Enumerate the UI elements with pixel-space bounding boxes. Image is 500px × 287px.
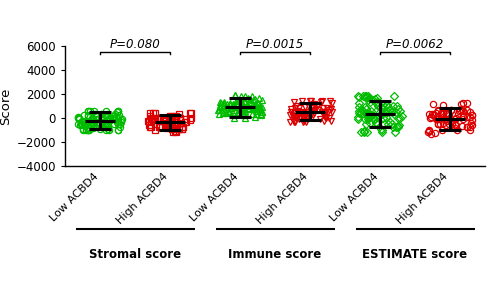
Text: Stromal score: Stromal score [89, 249, 181, 261]
Text: P=0.0062: P=0.0062 [386, 38, 444, 51]
Y-axis label: Score: Score [0, 88, 12, 125]
Text: Immune score: Immune score [228, 249, 322, 261]
Text: P=0.0015: P=0.0015 [246, 38, 304, 51]
Text: P=0.080: P=0.080 [110, 38, 160, 51]
Text: ESTIMATE score: ESTIMATE score [362, 249, 468, 261]
